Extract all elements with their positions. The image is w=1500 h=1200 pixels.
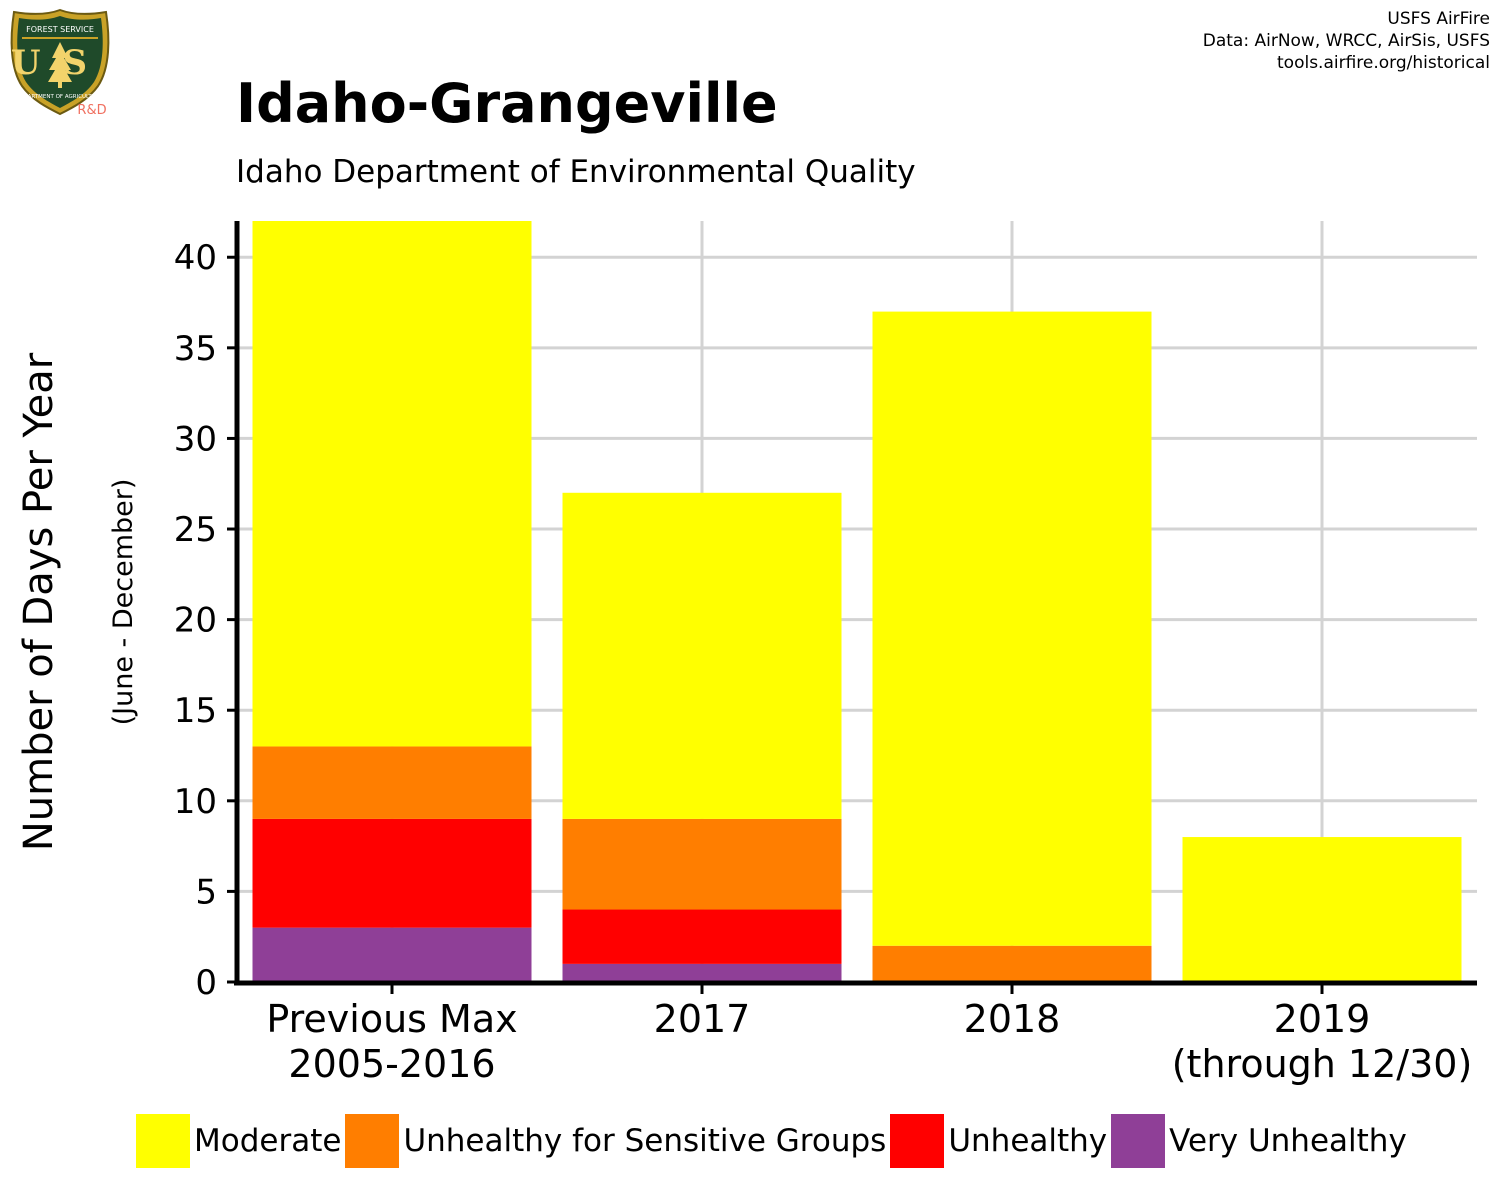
y-tick-label: 0 [195,963,217,1003]
bar-very-unhealthy [562,963,842,982]
y-axis-subtitle: (June - December) [108,479,139,726]
y-axis-title: Number of Days Per Year [16,352,62,851]
y-tick-label: 25 [174,510,217,550]
bar-unhealthy [562,909,842,964]
credits-line-3: tools.airfire.org/historical [1277,53,1490,73]
bar-unhealthy-for-sensitive-groups [562,818,842,910]
legend-swatch [890,1114,945,1168]
bar-unhealthy-for-sensitive-groups [252,746,532,819]
bar-unhealthy-for-sensitive-groups [872,945,1152,982]
bar-moderate [252,221,532,747]
y-tick-label: 20 [174,601,217,641]
legend-item: Unhealthy for Sensitive Groups [345,1114,886,1168]
bar-unhealthy [252,818,532,928]
y-tick-label: 10 [174,782,217,822]
usfs-shield-icon: FOREST SERVICE US DEPARTMENT OF AGRICULT… [10,8,110,116]
x-tick-label: 2018 [964,997,1061,1041]
y-tick-label: 5 [195,872,217,912]
legend-swatch [136,1114,190,1168]
legend-label: Very Unhealthy [1169,1123,1407,1159]
legend-item: Moderate [136,1114,341,1168]
y-tick-label: 40 [174,238,217,278]
legend-label: Unhealthy for Sensitive Groups [403,1123,887,1159]
y-tick-label: 30 [174,419,217,459]
rd-label: R&D [77,103,106,116]
badge-top-text: FOREST SERVICE [26,25,94,34]
legend-swatch [1111,1114,1166,1168]
bar-moderate [872,311,1152,946]
x-tick-label: 2019 [1274,997,1371,1041]
x-tick-label: 2017 [654,997,751,1041]
legend-item: Very Unhealthy [1111,1114,1407,1168]
bar-layer [252,221,1462,982]
tree-icon [48,42,72,82]
credits: USFS AirFire Data: AirNow, WRCC, AirSis,… [1203,8,1490,74]
y-tick-label: 35 [174,329,217,369]
badge-bottom-text: DEPARTMENT OF AGRICULTURE [17,94,104,100]
legend: Moderate Unhealthy for Sensitive Groups Un… [136,1114,1411,1168]
x-tick-label: 2005-2016 [288,1042,495,1086]
x-tick-label: Previous Max [266,997,517,1041]
bar-very-unhealthy [252,927,532,982]
credits-line-2: Data: AirNow, WRCC, AirSis, USFS [1202,31,1490,51]
bar-moderate [1182,837,1462,982]
legend-label: Unhealthy [948,1123,1108,1159]
chart-subtitle: Idaho Department of Environmental Qualit… [236,154,916,190]
chart-title: Idaho-Grangeville [236,72,778,135]
y-tick-label: 15 [174,691,217,731]
x-tick-label: (through 12/30) [1172,1042,1473,1086]
axis-layer [227,221,1477,994]
bar-moderate [562,492,842,819]
legend-item: Unhealthy [890,1114,1107,1168]
legend-label: Moderate [194,1123,342,1159]
credits-line-1: USFS AirFire [1387,9,1490,29]
badge-letters-text: US [11,43,109,83]
legend-swatch [345,1114,400,1168]
